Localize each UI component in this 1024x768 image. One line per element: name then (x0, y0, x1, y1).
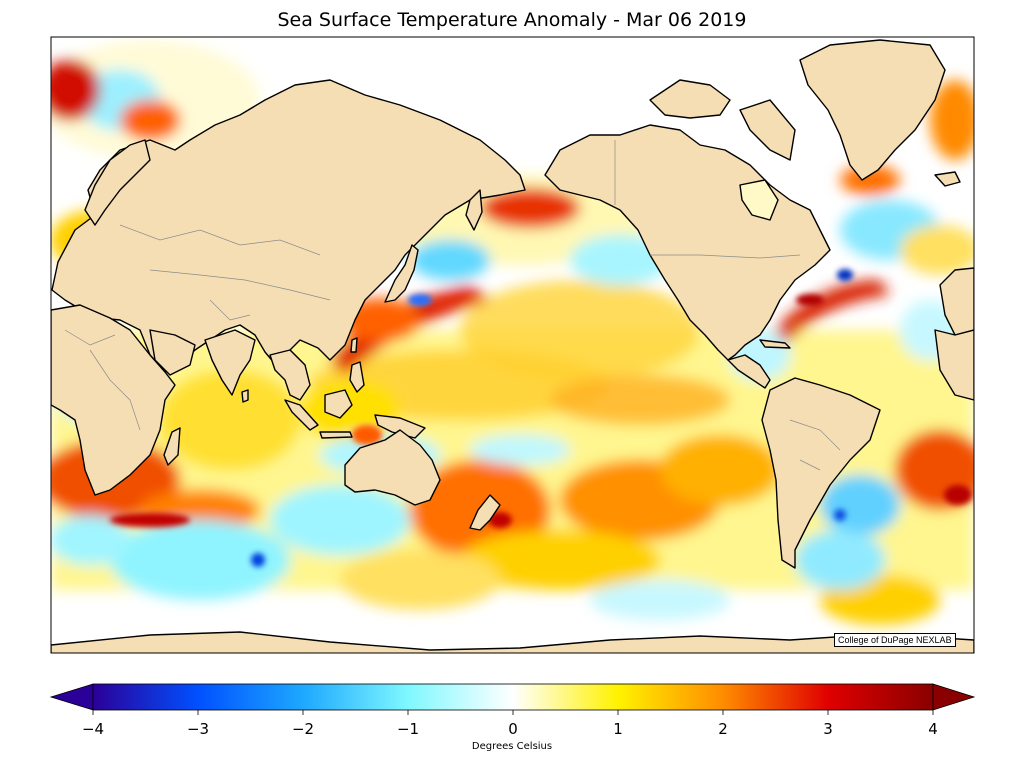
anomaly-accents (110, 269, 972, 567)
land-antarctica (51, 631, 974, 653)
land-sumatra (284, 399, 319, 431)
land-cuba (759, 339, 791, 349)
land-borneo (324, 389, 353, 419)
land-arctic-islands (649, 79, 731, 119)
colorbar-tick-label: −2 (292, 720, 314, 738)
colorbar-extend-high (932, 683, 976, 711)
colorbar-extend-low (49, 683, 94, 711)
colorbar-ticks: −4 −3 −2 −1 0 1 2 3 4 (82, 710, 938, 738)
land-newguinea (374, 414, 426, 439)
land-africa (51, 304, 176, 496)
land-south-america (761, 377, 881, 569)
map-frame (50, 36, 975, 654)
map-title: Sea Surface Temperature Anomaly - Mar 06… (277, 9, 747, 31)
land-europe-east (939, 267, 974, 336)
credit-label: College of DuPage NEXLAB (834, 633, 956, 647)
colorbar-label: Degrees Celsius (471, 741, 553, 752)
land-madagascar (163, 427, 181, 466)
land-philippines (349, 361, 365, 393)
land-baffin (739, 99, 796, 161)
land-central-america (727, 354, 771, 389)
land-newzealand (469, 494, 501, 531)
land-masses (51, 39, 974, 653)
land-africa-east (934, 329, 974, 401)
colorbar-tick-label: −3 (187, 720, 209, 738)
colorbar-tick-label: −1 (397, 720, 419, 738)
land-japan (384, 244, 419, 303)
colorbar-tick-label: 0 (508, 720, 518, 738)
land-greenland (799, 39, 946, 181)
colorbar-tick-label: 2 (718, 720, 728, 738)
land-scandinavia (84, 139, 151, 226)
land-srilanka (241, 389, 249, 403)
hudson-bay (739, 179, 779, 221)
land-indochina (269, 349, 311, 401)
land-java (319, 431, 353, 439)
colorbar-tick-label: 1 (613, 720, 623, 738)
anomaly-field (51, 40, 974, 625)
map-canvas (51, 37, 974, 653)
colorbar-tick-label: 4 (928, 720, 938, 738)
land-india (204, 329, 256, 396)
land-taiwan (350, 337, 358, 353)
colorbar-bar (92, 683, 934, 711)
country-borders (64, 140, 841, 471)
land-kamchatka (465, 189, 483, 231)
land-iceland (934, 171, 961, 187)
colorbar-tick-label: 3 (823, 720, 833, 738)
land-australia (344, 429, 441, 506)
colorbar-tick-label: −4 (82, 720, 104, 738)
